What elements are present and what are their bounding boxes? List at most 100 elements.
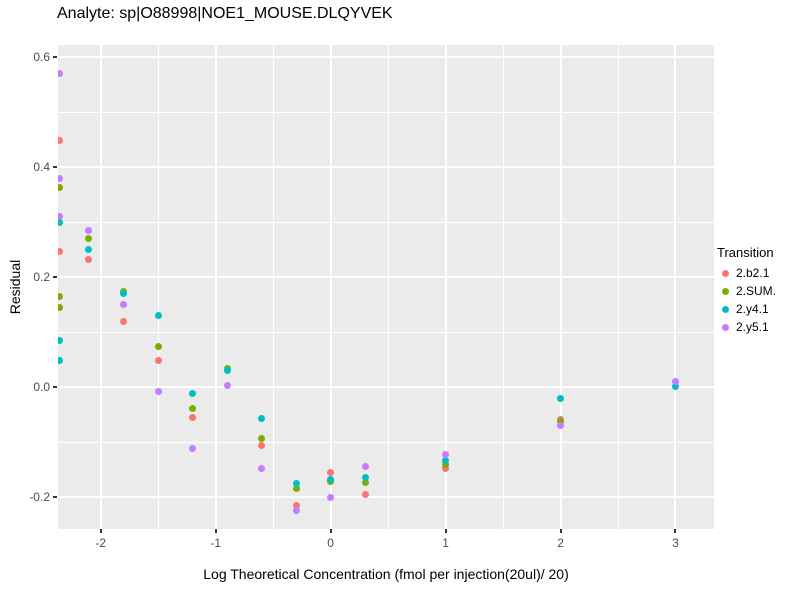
data-point-2.b2.1 bbox=[58, 247, 63, 255]
data-point-2.b2.1 bbox=[84, 256, 92, 263]
y-tick-mark bbox=[53, 276, 57, 279]
legend-item-2.b2.1: 2.b2.1 bbox=[722, 264, 776, 282]
data-point-2.y4.1 bbox=[58, 219, 63, 227]
y-tick-label: 0.0 bbox=[33, 380, 50, 395]
data-point-2.b2.1 bbox=[154, 356, 162, 364]
data-point-2.SUM. bbox=[292, 484, 300, 492]
major-gridline-y bbox=[58, 276, 714, 279]
data-point-2.b2.1 bbox=[258, 441, 266, 449]
y-tick-mark bbox=[53, 386, 57, 389]
minor-gridline-x bbox=[502, 45, 504, 529]
minor-gridline-x bbox=[387, 45, 389, 529]
data-point-2.y5.1 bbox=[442, 450, 450, 458]
major-gridline-x bbox=[329, 45, 332, 529]
x-tick-mark bbox=[214, 529, 217, 533]
x-tick-mark bbox=[674, 529, 677, 533]
x-tick-label: 3 bbox=[672, 536, 679, 550]
data-point-2.y5.1 bbox=[361, 463, 369, 471]
data-point-2.y5.1 bbox=[154, 388, 162, 395]
legend-item-label: 2.y5.1 bbox=[736, 320, 769, 334]
plot-panel bbox=[58, 45, 714, 529]
legend-key-dot bbox=[722, 287, 729, 295]
data-point-2.b2.1 bbox=[58, 137, 63, 145]
data-point-2.y5.1 bbox=[557, 422, 565, 430]
major-gridline-x bbox=[444, 45, 447, 529]
minor-gridline-y bbox=[58, 221, 714, 223]
data-point-2.SUM. bbox=[189, 404, 197, 412]
data-point-2.b2.1 bbox=[120, 317, 128, 325]
y-tick-mark bbox=[53, 496, 57, 499]
major-gridline-x bbox=[214, 45, 217, 529]
legend-item-label: 2.SUM. bbox=[736, 284, 777, 298]
data-point-2.SUM. bbox=[557, 418, 565, 426]
plot-title: Analyte: sp|O88998|NOE1_MOUSE.DLQYVEK bbox=[57, 5, 393, 22]
minor-gridline-x bbox=[157, 45, 159, 529]
data-point-2.y5.1 bbox=[327, 494, 335, 502]
data-point-2.y4.1 bbox=[327, 476, 335, 483]
legend-item-label: 2.b2.1 bbox=[736, 266, 770, 280]
legend-title: Transition bbox=[717, 245, 774, 260]
y-tick-label: 0.4 bbox=[33, 160, 50, 175]
data-point-2.b2.1 bbox=[442, 465, 450, 472]
legend-item-2.SUM.: 2.SUM. bbox=[722, 282, 776, 300]
data-point-2.y5.1 bbox=[58, 70, 63, 78]
minor-gridline-y bbox=[58, 111, 714, 113]
data-point-2.y4.1 bbox=[189, 389, 197, 397]
data-point-2.y4.1 bbox=[58, 337, 63, 345]
major-gridline-x bbox=[99, 45, 102, 529]
data-point-2.y5.1 bbox=[58, 175, 63, 183]
y-tick-label: 0.2 bbox=[33, 270, 50, 285]
minor-gridline-y bbox=[58, 441, 714, 443]
major-gridline-y bbox=[58, 166, 714, 169]
data-point-2.y4.1 bbox=[154, 311, 162, 319]
data-point-2.y4.1 bbox=[557, 395, 565, 403]
data-point-2.y4.1 bbox=[84, 245, 92, 253]
data-point-2.y4.1 bbox=[120, 289, 128, 297]
x-tick-label: 2 bbox=[557, 536, 564, 550]
data-point-2.y4.1 bbox=[223, 367, 231, 375]
legend-item-label: 2.y4.1 bbox=[736, 302, 769, 316]
x-tick-mark bbox=[444, 529, 447, 533]
data-point-2.SUM. bbox=[154, 343, 162, 351]
data-point-2.y4.1 bbox=[292, 479, 300, 487]
x-tick-label: 1 bbox=[442, 536, 449, 550]
legend-key-dot bbox=[722, 305, 729, 313]
data-point-2.y4.1 bbox=[361, 474, 369, 482]
x-axis-label: Log Theoretical Concentration (fmol per … bbox=[203, 566, 569, 582]
x-tick-mark bbox=[329, 529, 332, 533]
major-gridline-y bbox=[58, 496, 714, 499]
data-point-2.SUM. bbox=[258, 435, 266, 443]
y-tick-label: 0.6 bbox=[33, 50, 50, 65]
major-gridline-y bbox=[58, 56, 714, 59]
data-point-2.y4.1 bbox=[671, 383, 679, 391]
data-point-2.y5.1 bbox=[84, 227, 92, 235]
data-point-2.b2.1 bbox=[292, 501, 300, 509]
major-gridline-y bbox=[58, 386, 714, 389]
data-point-2.y4.1 bbox=[442, 457, 450, 465]
legend: 2.b2.1 2.SUM. 2.y4.1 2.y5.1 bbox=[722, 264, 776, 336]
data-point-2.y5.1 bbox=[292, 506, 300, 514]
legend-key-dot bbox=[722, 269, 729, 277]
data-point-2.SUM. bbox=[442, 460, 450, 468]
minor-gridline-x bbox=[272, 45, 274, 529]
data-point-2.SUM. bbox=[58, 293, 63, 301]
x-tick-mark bbox=[99, 529, 102, 533]
x-tick-label: -2 bbox=[95, 536, 107, 550]
x-tick-label: -1 bbox=[210, 536, 222, 550]
minor-gridline-y bbox=[58, 331, 714, 333]
x-tick-mark bbox=[559, 529, 562, 533]
minor-gridline-x bbox=[617, 45, 619, 529]
data-point-2.y5.1 bbox=[189, 445, 197, 453]
data-point-2.SUM. bbox=[84, 235, 92, 243]
data-point-2.b2.1 bbox=[327, 468, 335, 476]
y-tick-label: -0.2 bbox=[29, 490, 50, 505]
y-tick-mark bbox=[53, 166, 57, 169]
data-point-2.SUM. bbox=[58, 183, 63, 191]
legend-key-dot bbox=[722, 323, 729, 331]
y-axis-label: Residual bbox=[7, 259, 23, 315]
legend-item-2.y4.1: 2.y4.1 bbox=[722, 300, 776, 318]
data-point-2.y5.1 bbox=[223, 381, 231, 389]
major-gridline-x bbox=[559, 45, 562, 529]
data-point-2.y4.1 bbox=[58, 356, 63, 364]
